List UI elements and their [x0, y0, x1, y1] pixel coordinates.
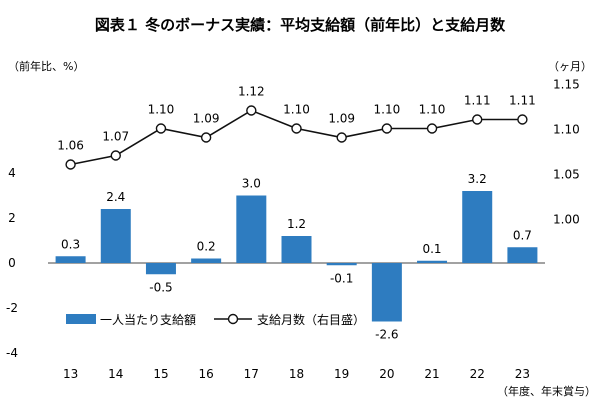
left-tick-label: 2 — [8, 211, 16, 225]
bar-data-label: -0.5 — [149, 280, 172, 294]
line-data-label: 1.10 — [283, 103, 310, 117]
x-tick-label: 15 — [153, 367, 168, 381]
bar-data-label: -2.6 — [375, 328, 398, 342]
line-data-label: 1.10 — [148, 103, 175, 117]
bar — [100, 209, 131, 263]
line-point — [200, 132, 212, 143]
line-point — [517, 114, 528, 125]
bar — [507, 247, 538, 263]
left-axis-ticks: 4 2 0 -2 -4 — [6, 166, 18, 360]
line-data-label: 1.07 — [102, 130, 129, 144]
line-point — [291, 123, 302, 134]
line-series — [65, 105, 528, 170]
bar-data-label: -0.1 — [330, 271, 353, 285]
right-axis-ticks: 1.15 1.10 1.05 1.00 — [553, 78, 580, 227]
bar-data-label: 0.3 — [61, 237, 80, 251]
line-data-label: 1.11 — [509, 94, 536, 108]
line-path — [70, 109, 523, 166]
left-tick-label: 4 — [8, 166, 16, 180]
x-axis-note: （年度、年末賞与） — [497, 384, 596, 398]
bar-series — [55, 191, 538, 322]
x-tick-label: 19 — [334, 367, 349, 381]
line-data-label: 1.10 — [419, 103, 446, 117]
right-tick-label: 1.15 — [553, 78, 580, 92]
x-tick-label: 16 — [198, 367, 213, 381]
x-tick-label: 13 — [63, 367, 78, 381]
bar-data-label: 0.7 — [513, 228, 532, 242]
bar — [55, 256, 86, 263]
line-data-label: 1.11 — [464, 94, 491, 108]
legend: 一人当たり支給額 支給月数（右目盛） — [66, 312, 365, 327]
line-point — [65, 159, 76, 170]
x-tick-label: 20 — [379, 367, 394, 381]
bar — [326, 263, 357, 266]
left-tick-label: -4 — [6, 346, 18, 360]
line-data-label: 1.09 — [193, 112, 220, 126]
right-tick-label: 1.05 — [553, 168, 580, 182]
bar — [417, 260, 448, 263]
bar — [236, 195, 267, 263]
bar-data-label: 2.4 — [106, 190, 125, 204]
x-tick-label: 22 — [470, 367, 485, 381]
line-data-label: 1.09 — [328, 112, 355, 126]
legend-line-marker — [227, 313, 239, 325]
x-tick-label: 23 — [515, 367, 530, 381]
bar — [462, 191, 493, 263]
line-point — [246, 105, 257, 116]
bar-data-label: 1.2 — [287, 217, 306, 231]
x-tick-label: 14 — [108, 367, 123, 381]
line-point — [336, 132, 347, 143]
bar-data-label: 0.1 — [422, 242, 441, 256]
x-axis-ticks: 13 14 15 16 17 18 19 20 21 22 23 — [63, 367, 530, 381]
right-tick-label: 1.00 — [553, 213, 580, 227]
legend-line-label: 支給月数（右目盛） — [257, 312, 365, 327]
line-data-labels: 1.06 1.07 1.10 1.09 1.12 1.10 1.09 1.10 1.10 1.11… — [57, 85, 536, 153]
line-point — [381, 123, 393, 134]
line-data-label: 1.12 — [238, 85, 265, 99]
bar — [281, 236, 312, 263]
legend-bar-label: 一人当たり支給額 — [100, 313, 196, 327]
right-axis-unit: （ヶ月） — [548, 60, 592, 73]
chart-title: 図表１ 冬のボーナス実績：平均支給額（前年比）と支給月数 — [95, 16, 506, 34]
bar-data-labels: 0.3 2.4 -0.5 0.2 3.0 1.2 -0.1 -2.6 0.1 3.2 0.7 — [61, 172, 532, 342]
line-point — [426, 123, 438, 134]
left-tick-label: 0 — [8, 256, 16, 270]
legend-bar-swatch — [66, 314, 96, 324]
bar — [145, 263, 176, 275]
line-point — [110, 150, 121, 161]
bar-data-label: 0.2 — [197, 240, 216, 254]
bar-data-label: 3.2 — [468, 172, 487, 186]
line-data-label: 1.06 — [57, 139, 84, 153]
bar — [371, 263, 402, 322]
left-axis-unit: （前年比、%） — [8, 59, 84, 73]
right-tick-label: 1.10 — [553, 123, 580, 137]
x-tick-label: 21 — [424, 367, 439, 381]
line-point — [472, 114, 483, 125]
line-data-label: 1.10 — [374, 103, 401, 117]
bar — [191, 258, 222, 263]
line-point — [155, 123, 167, 134]
x-tick-label: 17 — [244, 367, 259, 381]
bar-data-label: 3.0 — [242, 177, 261, 191]
x-tick-label: 18 — [289, 367, 304, 381]
left-tick-label: -2 — [6, 301, 18, 315]
